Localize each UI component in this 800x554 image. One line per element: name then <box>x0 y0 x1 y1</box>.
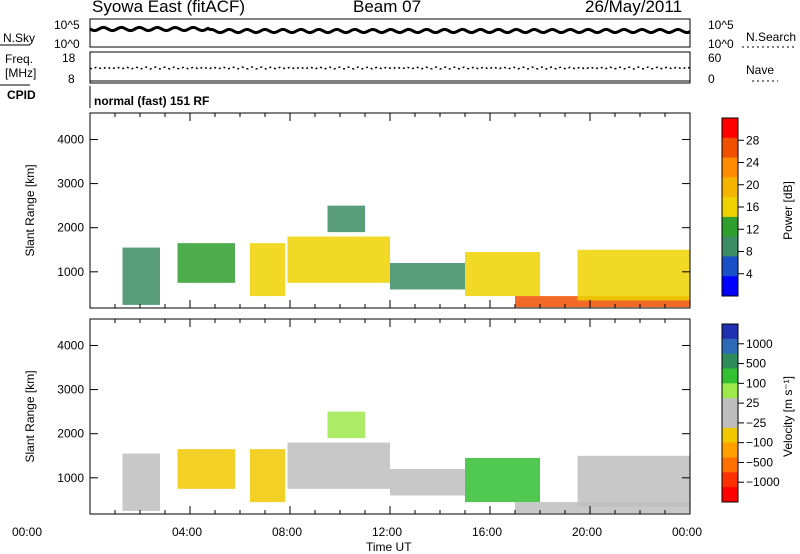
velocity-region-4 <box>327 411 365 439</box>
velocity-colorbar-cell-10 <box>722 472 738 488</box>
xtick-2: 08:00 <box>272 525 303 539</box>
velocity-region-2 <box>250 449 285 503</box>
power-ytick-1: 3000 <box>57 177 84 191</box>
power-ytick-2: 2000 <box>57 221 84 235</box>
velocity-colorbar-cell-6 <box>722 413 738 429</box>
velocity-ytick-0: 4000 <box>57 338 84 352</box>
nsky-tick-high: 10^5 <box>54 18 80 32</box>
xtick-6: 00:00 <box>672 525 703 539</box>
nave-tick-low: 0 <box>708 72 715 86</box>
power-cbtick-3: 16 <box>746 200 760 214</box>
xtick-4: 16:00 <box>472 525 503 539</box>
power-colorbar-cell-4 <box>722 197 738 218</box>
nsky-label: N.Sky <box>3 31 36 45</box>
velocity-ylabel: Slant Range [km] <box>23 370 37 462</box>
freq-tick-high: 18 <box>62 51 76 65</box>
velocity-cbtick-3: 25 <box>746 396 760 410</box>
nsearch-tick-high: 10^5 <box>708 18 734 32</box>
velocity-colorbar-frame <box>721 323 739 503</box>
power-colorbar-cell-2 <box>722 157 738 178</box>
velocity-colorbar-cell-11 <box>722 487 738 503</box>
power-region-6 <box>465 251 540 297</box>
power-region-0 <box>122 247 160 305</box>
freq-tick-low: 8 <box>68 72 75 86</box>
velocity-region-8 <box>577 455 690 507</box>
power-ylabel: Slant Range [km] <box>23 164 37 256</box>
power-region-1 <box>177 243 235 283</box>
velocity-colorbar-cell-1 <box>722 338 738 355</box>
power-colorbar-cell-3 <box>722 177 738 198</box>
velocity-colorbar-cell-4 <box>722 383 738 399</box>
velocity-colorbar-cell-7 <box>722 427 738 444</box>
nsearch-tick-low: 10^0 <box>708 37 734 51</box>
velocity-ytick-3: 1000 <box>57 471 84 485</box>
velocity-cbtick-4: −25 <box>746 416 767 430</box>
velocity-region-0 <box>122 453 160 511</box>
power-region-2 <box>250 243 285 297</box>
power-cbtick-6: 4 <box>746 267 753 281</box>
station-title: Syowa East (fitACF) <box>92 0 246 16</box>
velocity-colorbar-cell-2 <box>722 353 738 369</box>
power-region-5 <box>390 263 465 290</box>
velocity-ytick-1: 3000 <box>57 383 84 397</box>
freq-unit: [MHz] <box>5 66 37 80</box>
xtick-1: 04:00 <box>172 525 203 539</box>
power-colorbar-cell-1 <box>722 137 738 159</box>
cpid-text: normal (fast) 151 RF <box>94 94 210 108</box>
velocity-cbtick-1: 500 <box>746 357 766 371</box>
velocity-region-1 <box>177 449 235 489</box>
beam-title: Beam 07 <box>353 0 422 16</box>
xtick-3: 12:00 <box>372 525 403 539</box>
velocity-colorbar-cell-0 <box>722 324 738 340</box>
x-axis-label: Time UT <box>366 540 412 554</box>
power-cbtick-5: 8 <box>746 245 753 259</box>
nave-label: Nave <box>746 63 775 77</box>
power-colorbar-cell-5 <box>722 216 738 238</box>
nave-tick-high: 60 <box>708 51 722 65</box>
power-region-7 <box>515 296 690 308</box>
velocity-cbtick-0: 1000 <box>746 337 773 351</box>
power-cbtick-2: 20 <box>746 178 760 192</box>
power-colorbar-cell-7 <box>722 256 738 277</box>
power-cbtick-4: 12 <box>746 222 760 236</box>
velocity-region-5 <box>390 469 465 496</box>
power-colorbar-cell-8 <box>722 276 738 297</box>
xtick-5: 20:00 <box>572 525 603 539</box>
power-cbtick-1: 24 <box>746 156 760 170</box>
power-ytick-0: 4000 <box>57 132 84 146</box>
nsearch-label: N.Search <box>746 30 797 44</box>
date-title: 26/May/2011 <box>585 0 683 16</box>
velocity-region-3 <box>287 442 390 489</box>
power-colorbar-label: Power [dB] <box>781 181 795 240</box>
velocity-colorbar-cell-9 <box>722 457 738 473</box>
freq-line <box>89 66 691 70</box>
velocity-colorbar-label: Velocity [m s⁻¹] <box>781 376 795 457</box>
power-colorbar-cell-6 <box>722 236 738 257</box>
power-region-8 <box>577 249 690 301</box>
freq-panel <box>89 51 691 84</box>
xtick-0: 00:00 <box>12 525 43 539</box>
velocity-colorbar-cell-8 <box>722 442 738 458</box>
freq-label: Freq. <box>5 52 34 66</box>
velocity-colorbar-cell-3 <box>722 368 738 384</box>
velocity-cbtick-5: −100 <box>746 436 773 450</box>
power-region-3 <box>287 236 390 283</box>
velocity-ytick-2: 2000 <box>57 427 84 441</box>
cpid-label: CPID <box>7 88 36 102</box>
velocity-region-7 <box>515 502 690 514</box>
power-ytick-3: 1000 <box>57 265 84 279</box>
velocity-cbtick-7: −1000 <box>746 475 780 489</box>
nsky-line <box>89 25 691 35</box>
velocity-cbtick-2: 100 <box>746 376 766 390</box>
velocity-colorbar-cell-5 <box>722 398 738 414</box>
nsky-tick-low: 10^0 <box>54 37 80 51</box>
velocity-region-6 <box>465 457 540 503</box>
power-cbtick-0: 28 <box>746 133 760 147</box>
power-colorbar-cell-0 <box>722 118 738 139</box>
power-region-4 <box>327 205 365 233</box>
velocity-cbtick-6: −500 <box>746 455 773 469</box>
